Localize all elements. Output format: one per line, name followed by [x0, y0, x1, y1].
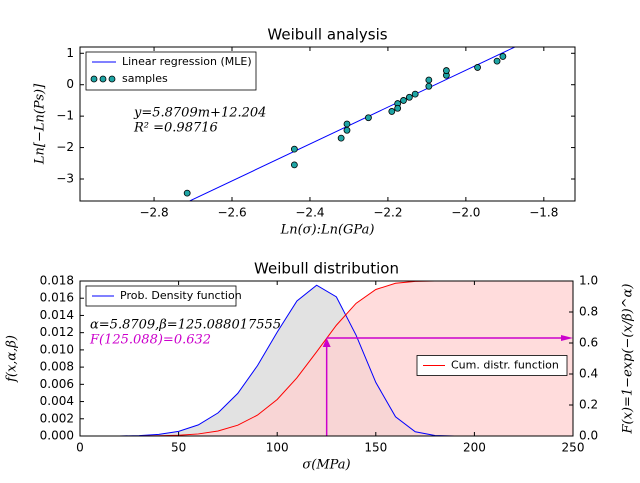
chart-title: Weibull analysis	[267, 26, 387, 44]
sample-point	[474, 64, 481, 71]
x-axis-label: σ(MPa)	[302, 458, 350, 473]
sample-point	[365, 114, 372, 122]
y-tick-label: 0.006	[40, 377, 74, 391]
sample-point	[290, 161, 298, 169]
y-tick-label: −1	[56, 109, 74, 123]
x-tick-label: −2.4	[295, 206, 324, 220]
y-tick-label: 0.014	[40, 308, 74, 322]
x-tick-label: 250	[562, 441, 585, 455]
sample-point	[388, 108, 396, 115]
arrow-head	[322, 338, 331, 348]
sample-point	[499, 53, 507, 60]
sample-point	[337, 134, 345, 142]
y-tick-label: −2	[56, 140, 74, 154]
y-tick-label: 0.000	[40, 429, 74, 443]
y-tick-label: 0.010	[40, 342, 74, 356]
sample-point	[400, 97, 407, 104]
annotation: y=5.8709m+12.204	[133, 106, 266, 121]
x-axis-label: Ln(σ):Ln(GPa)	[280, 223, 375, 238]
legend-box	[85, 51, 257, 91]
legend-text: samples	[122, 72, 168, 85]
y-axis-label: f(x,α,β)	[5, 335, 20, 383]
y-tick-label: 0.018	[40, 274, 74, 288]
sample-point	[425, 82, 433, 90]
y2-tick-label: 0.0	[579, 429, 598, 443]
sample-point	[290, 145, 298, 153]
x-tick-label: −2.8	[139, 206, 168, 220]
x-tick-label: −2.2	[373, 206, 402, 220]
x-tick-label: 100	[266, 441, 289, 455]
x-tick-label: 200	[463, 441, 486, 455]
legend-marker	[90, 75, 98, 83]
y-tick-label: 0.016	[40, 291, 74, 305]
sample-point	[343, 126, 351, 134]
y2-tick-label: 0.6	[579, 336, 598, 350]
x-tick-label: 0	[76, 441, 84, 455]
sample-point	[405, 93, 413, 101]
legend-box	[416, 355, 568, 376]
y-tick-label: 0.008	[40, 360, 74, 374]
y-tick-label: 1	[66, 46, 74, 60]
x-tick-label: −1.8	[529, 206, 558, 220]
plot-area	[183, 47, 515, 201]
y-tick-label: −3	[56, 172, 74, 186]
legend-text: Prob. Density function	[120, 289, 242, 302]
axes-frame	[79, 46, 576, 202]
y2-axis-label: F(x)=1−exp(−(x/β)^α)	[621, 284, 636, 435]
y-axis-label: Ln[−Ln(Ps)]	[33, 83, 48, 165]
y2-tick-label: 0.4	[579, 367, 598, 381]
x-tick-label: −2.0	[451, 206, 480, 220]
sample-point	[442, 67, 450, 74]
sample-point	[493, 57, 501, 65]
x-tick-label: −2.6	[217, 206, 246, 220]
annotation: α=5.8709,β=125.088017555	[90, 318, 281, 333]
legend-text: Cum. distr. function	[451, 359, 559, 372]
legend-marker	[99, 75, 107, 83]
y2-tick-label: 1.0	[579, 274, 598, 288]
y2-tick-label: 0.8	[579, 305, 598, 319]
y-tick-label: 0	[66, 77, 74, 91]
arrow-head	[561, 335, 573, 342]
sample-point	[183, 189, 191, 197]
sample-point	[343, 120, 351, 128]
axes-frame	[79, 280, 574, 437]
annotation: F(125.088)=0.632	[89, 333, 211, 348]
x-tick-label: 150	[364, 441, 387, 455]
y-tick-label: 0.012	[40, 325, 74, 339]
y2-tick-label: 0.2	[579, 398, 598, 412]
annotation: R² =0.98716	[133, 121, 218, 136]
sample-point	[411, 90, 419, 98]
y-tick-label: 0.002	[40, 411, 74, 425]
legend-text: Linear regression (MLE)	[122, 55, 252, 68]
y-tick-label: 0.004	[40, 394, 74, 408]
legend-box	[85, 285, 237, 307]
curve	[80, 284, 573, 436]
sample-point	[425, 76, 433, 84]
chart-title: Weibull distribution	[254, 260, 399, 278]
legend-marker	[108, 75, 116, 83]
x-tick-label: 50	[171, 441, 186, 455]
sample-point	[394, 104, 402, 112]
